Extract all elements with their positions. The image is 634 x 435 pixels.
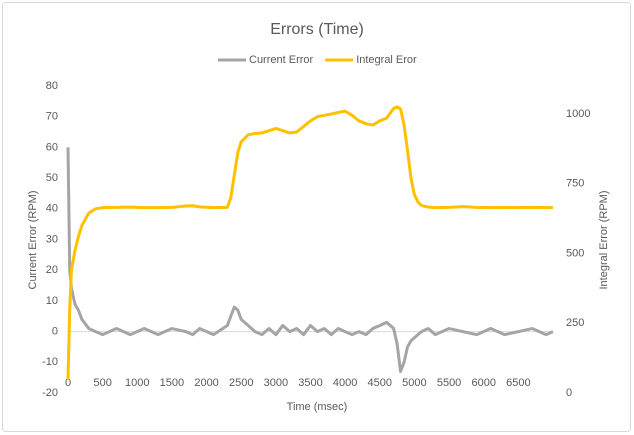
x-tick-label: 5000 <box>402 377 426 389</box>
x-tick-label: 1000 <box>125 377 149 389</box>
x-tick-label: 3500 <box>298 377 322 389</box>
x-tick-label: 0 <box>65 377 71 389</box>
legend-label: Current Error <box>249 54 314 66</box>
x-tick-label: 6500 <box>506 377 530 389</box>
y-tick-label: -20 <box>42 387 58 399</box>
y-tick-label: 30 <box>46 233 58 245</box>
y2-tick-label: 250 <box>566 317 584 329</box>
series-line <box>66 147 554 374</box>
y2-tick-label: 1000 <box>566 108 590 120</box>
y-tick-label: 80 <box>46 80 58 92</box>
legend-label: Integral Eror <box>356 54 417 66</box>
y-tick-label: 0 <box>52 326 58 338</box>
y2-tick-label: 750 <box>566 178 584 190</box>
y2-tick-label: 500 <box>566 247 584 259</box>
y2-axis-title: Integral Error (RPM) <box>598 190 610 289</box>
x-tick-label: 1500 <box>160 377 184 389</box>
x-tick-label: 4000 <box>333 377 357 389</box>
series-line <box>66 105 553 380</box>
x-tick-label: 6000 <box>471 377 495 389</box>
y-tick-label: 40 <box>46 203 58 215</box>
y-tick-label: 20 <box>46 264 58 276</box>
y2-tick-label: 0 <box>566 387 572 399</box>
x-tick-label: 4500 <box>368 377 392 389</box>
x-tick-label: 2000 <box>194 377 218 389</box>
x-axis-title: Time (msec) <box>287 401 348 413</box>
y-tick-label: 60 <box>46 141 58 153</box>
x-tick-label: 500 <box>93 377 111 389</box>
chart-title: Errors (Time) <box>270 21 364 38</box>
y-tick-label: -10 <box>42 356 58 368</box>
x-tick-label: 3000 <box>264 377 288 389</box>
y-tick-label: 10 <box>46 295 58 307</box>
y-tick-label: 70 <box>46 111 58 123</box>
y-axis-title: Current Error (RPM) <box>27 190 39 289</box>
x-tick-label: 5500 <box>437 377 461 389</box>
y-tick-label: 50 <box>46 172 58 184</box>
x-tick-label: 2500 <box>229 377 253 389</box>
